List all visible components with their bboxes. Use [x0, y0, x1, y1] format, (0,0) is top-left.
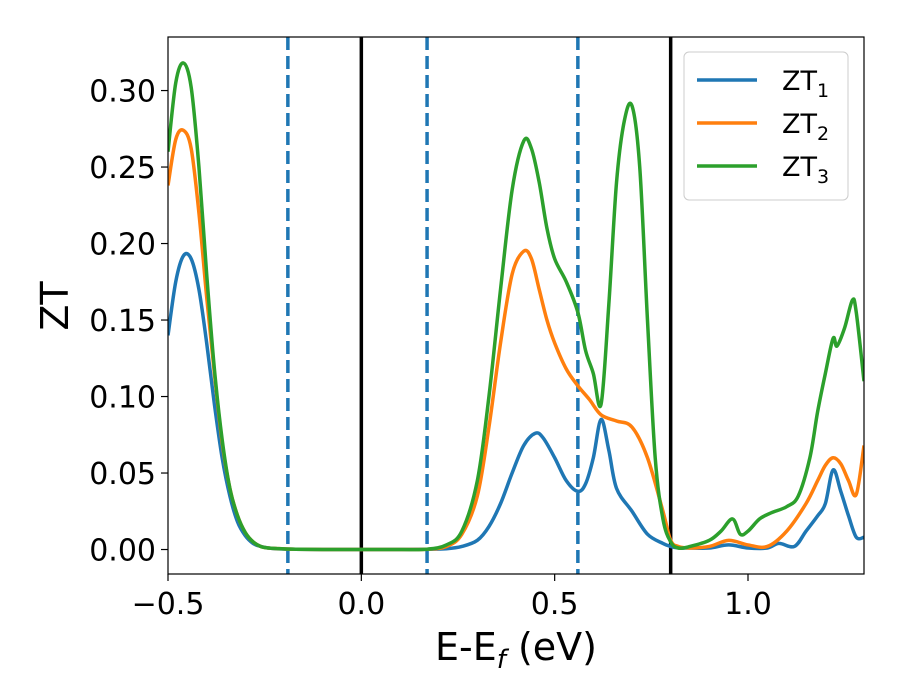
legend-items: ZT1 ZT2 ZT3	[697, 66, 829, 188]
y-tick-label-0: 0.00	[89, 534, 156, 569]
x-axis-ticks: −0.5 0.0 0.5 1.0	[132, 574, 772, 622]
plot-frame	[167, 36, 865, 575]
legend-box	[683, 51, 849, 201]
y-tick-label-3: 0.15	[89, 304, 156, 339]
y-tick-label-1: 0.05	[89, 457, 156, 492]
x-axis-title: E-Ef (eV)	[435, 625, 597, 675]
x-tick-label-3: 1.0	[724, 587, 772, 622]
series-line-1	[168, 251, 864, 552]
x-tick-label-0: −0.5	[132, 587, 205, 622]
reference-lines	[286, 37, 673, 574]
legend-label-2: ZT2	[782, 109, 829, 145]
legend-label-3: ZT3	[782, 152, 829, 188]
series-line-3	[168, 61, 864, 552]
y-axis-ticks: 0.00 0.05 0.10 0.15 0.20 0.25 0.30	[89, 75, 168, 569]
x-axis-title-base: E-E	[435, 625, 497, 669]
y-tick-label-5: 0.25	[89, 151, 156, 186]
series-lines	[168, 61, 864, 552]
y-tick-label-2: 0.10	[89, 381, 156, 416]
x-tick-label-2: 0.5	[531, 587, 579, 622]
legend-label-1: ZT1	[782, 66, 829, 102]
y-tick-label-6: 0.30	[89, 75, 156, 110]
y-tick-label-4: 0.20	[89, 228, 156, 263]
x-axis-title-tail: (eV)	[506, 625, 597, 669]
legend: ZT1 ZT2 ZT3	[683, 51, 849, 201]
x-tick-label-1: 0.0	[337, 587, 385, 622]
y-axis-title: ZT	[33, 281, 77, 331]
